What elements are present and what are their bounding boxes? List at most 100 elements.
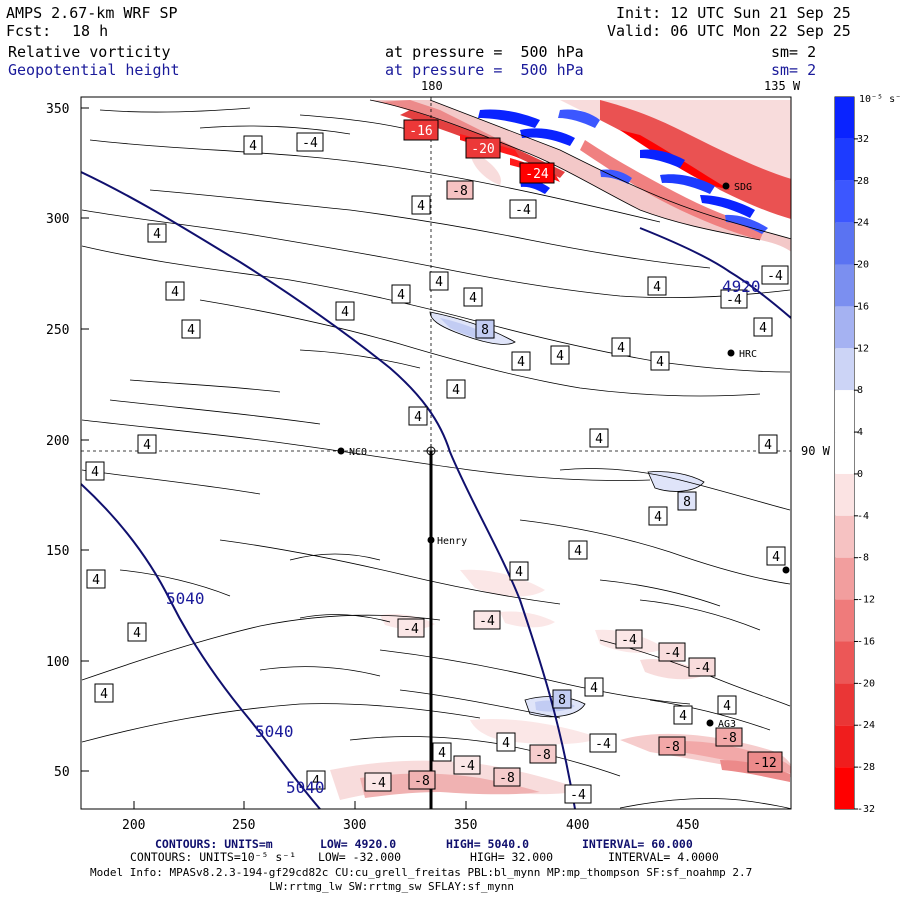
contour-label: 4 xyxy=(647,276,667,296)
svg-text:-8: -8 xyxy=(499,771,515,786)
svg-text:4: 4 xyxy=(517,355,525,370)
svg-text:-4: -4 xyxy=(459,759,475,774)
svg-text:4: 4 xyxy=(414,410,422,425)
footer-vorticity-interval: INTERVAL= 4.0000 xyxy=(608,850,719,864)
contour-label: 4 xyxy=(766,546,786,566)
svg-text:-4: -4 xyxy=(767,269,783,284)
smoothing-height: sm= 2 xyxy=(771,61,817,79)
svg-text:4: 4 xyxy=(515,565,523,580)
plot-frame xyxy=(80,96,792,810)
svg-text:4: 4 xyxy=(759,321,767,336)
contour-label: -4 xyxy=(509,199,537,219)
svg-text:-8: -8 xyxy=(414,774,430,789)
y-tick-150: 150 xyxy=(46,544,69,559)
colorbar-tick-label: 8 xyxy=(857,385,863,396)
contour-label: -8 xyxy=(715,727,743,747)
y-tick-250: 250 xyxy=(46,323,69,338)
footer-height-high: HIGH= 5040.0 xyxy=(446,837,530,851)
contour-label: -20 xyxy=(465,137,501,159)
colorbar-tick-label: -8 xyxy=(857,553,869,564)
contour-label: 4 xyxy=(589,428,609,448)
svg-text:4: 4 xyxy=(153,227,161,242)
contour-label: -4 xyxy=(615,629,643,649)
svg-text:4: 4 xyxy=(653,280,661,295)
svg-text:4: 4 xyxy=(617,341,625,356)
contour-label: 4 xyxy=(650,351,670,371)
svg-text:4: 4 xyxy=(590,681,598,696)
svg-text:-4: -4 xyxy=(302,136,318,151)
colorbar-tick-label: 12 xyxy=(857,343,869,354)
svg-text:8: 8 xyxy=(558,693,566,708)
contour-label: 8 xyxy=(677,491,697,511)
colorbar-tick-label: -12 xyxy=(857,595,875,606)
station-label-nco: NCO xyxy=(349,447,367,458)
x-tick-200: 200 xyxy=(122,818,145,833)
contour-label: 4 xyxy=(511,351,531,371)
colorbar-cell xyxy=(835,683,854,726)
contour-label: 4 xyxy=(147,223,167,243)
contour-label: 4 xyxy=(335,301,355,321)
height-label-4920: 4920 xyxy=(722,277,761,296)
station-marker-east xyxy=(782,566,790,574)
svg-text:4: 4 xyxy=(679,709,687,724)
svg-text:-4: -4 xyxy=(726,293,742,308)
height-label-5040: 5040 xyxy=(255,722,294,741)
svg-text:-16: -16 xyxy=(409,124,432,139)
contour-label: 4 xyxy=(165,281,185,301)
colorbar-cell xyxy=(835,222,854,265)
colorbar-tick-label: -16 xyxy=(857,636,875,647)
contour-label: 4 xyxy=(446,379,466,399)
height-labels: 4920 5040 5040 5040 xyxy=(166,277,761,797)
colorbar-cell xyxy=(835,180,854,223)
y-tick-350: 350 xyxy=(46,102,69,117)
station-label-sdg: SDG xyxy=(734,182,752,193)
footer-height-low: LOW= 4920.0 xyxy=(320,837,397,851)
field-vorticity-label: Relative vorticity xyxy=(8,43,171,61)
contour-label: 4 xyxy=(94,683,114,703)
model-title: AMPS 2.67-km WRF SP xyxy=(6,4,178,22)
svg-text:4: 4 xyxy=(574,544,582,559)
svg-text:-4: -4 xyxy=(595,737,611,752)
contour-label: -8 xyxy=(658,736,686,756)
svg-text:4: 4 xyxy=(133,626,141,641)
contour-label: -4 xyxy=(658,642,686,662)
colorbar-tick-label: 20 xyxy=(857,260,869,271)
contour-label: 4 xyxy=(673,705,693,725)
contour-label: 4 xyxy=(568,540,588,560)
contour-label: 4 xyxy=(648,506,668,526)
svg-text:-4: -4 xyxy=(570,788,586,803)
colorbar-cell xyxy=(835,390,854,433)
colorbar-cell xyxy=(835,725,854,768)
footer-vorticity-high: HIGH= 32.000 xyxy=(470,850,554,864)
lon-label-135w: 135 W xyxy=(764,79,801,93)
footer-vorticity-low: LOW= -32.000 xyxy=(318,850,402,864)
footer-model-info: Model Info: MPASv8.2.3-194-gf29cd82c CU:… xyxy=(90,866,753,879)
contour-label: 4 xyxy=(429,271,449,291)
svg-text:4: 4 xyxy=(341,305,349,320)
height-label-5040: 5040 xyxy=(286,778,325,797)
svg-text:-8: -8 xyxy=(535,748,551,763)
svg-text:8: 8 xyxy=(683,495,691,510)
contour-label: 4 xyxy=(137,434,157,454)
svg-text:4: 4 xyxy=(772,550,780,565)
svg-text:-4: -4 xyxy=(403,622,419,637)
contour-label: -12 xyxy=(747,751,783,773)
svg-text:-4: -4 xyxy=(370,776,386,791)
colorbar-cells xyxy=(835,97,854,809)
colorbar-tick-label: -4 xyxy=(857,511,869,522)
contour-label: -4 xyxy=(589,733,617,753)
valid-time: Valid: 06 UTC Mon 22 Sep 25 xyxy=(607,22,851,40)
svg-text:4: 4 xyxy=(556,349,564,364)
svg-text:-8: -8 xyxy=(664,740,680,755)
svg-text:4: 4 xyxy=(438,746,446,761)
svg-text:4: 4 xyxy=(100,687,108,702)
colorbar-tick-label: 28 xyxy=(857,176,869,187)
height-label-5040: 5040 xyxy=(166,589,205,608)
svg-text:8: 8 xyxy=(481,323,489,338)
contour-label: 4 xyxy=(496,732,516,752)
svg-text:4: 4 xyxy=(249,139,257,154)
contour-label: 4 xyxy=(85,461,105,481)
colorbar-cell xyxy=(835,473,854,516)
colorbar-cell xyxy=(835,599,854,642)
contour-label: -4 xyxy=(296,132,324,152)
